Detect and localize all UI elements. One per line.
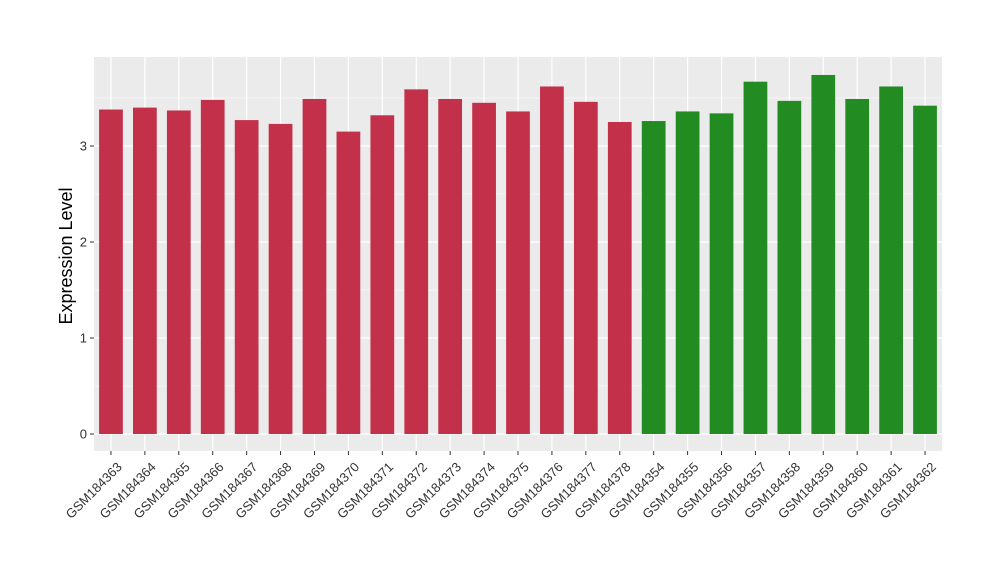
bar-gsm184366 [200,99,225,435]
y-axis: 0 1 2 3 [80,139,94,442]
bar-gsm184378 [607,122,632,434]
bar-gsm184371 [370,115,395,434]
bar-gsm184357 [743,81,768,435]
bar-gsm184368 [268,123,293,435]
bar-gsm184363 [99,109,123,435]
y-tick-label: 1 [80,331,87,346]
bar-gsm184364 [133,107,157,434]
bar-gsm184377 [573,101,598,434]
y-axis-title: Expression Level [56,187,76,324]
bar-gsm184367 [234,120,259,434]
bar-gsm184372 [404,89,429,435]
bar-gsm184359 [811,74,836,435]
bar-gsm184354 [641,121,666,434]
bar-gsm184356 [709,113,734,435]
bar-gsm184375 [506,111,530,434]
x-axis: GSM184363GSM184364GSM184365GSM184366GSM1… [63,451,939,522]
bars [99,74,937,435]
y-tick-label: 3 [80,139,87,154]
bar-gsm184362 [913,105,937,435]
bar-gsm184370 [336,131,361,434]
bar-gsm184369 [302,98,327,435]
y-tick-label: 0 [80,427,87,442]
bar-gsm184373 [438,98,463,435]
y-tick-label: 2 [80,235,87,250]
bar-gsm184374 [472,102,496,435]
bar-gsm184355 [675,111,700,434]
bar-gsm184376 [540,86,564,434]
bar-gsm184360 [845,98,870,435]
bar-gsm184361 [879,86,903,434]
bar-gsm184358 [777,100,802,434]
bar-gsm184365 [166,110,191,434]
